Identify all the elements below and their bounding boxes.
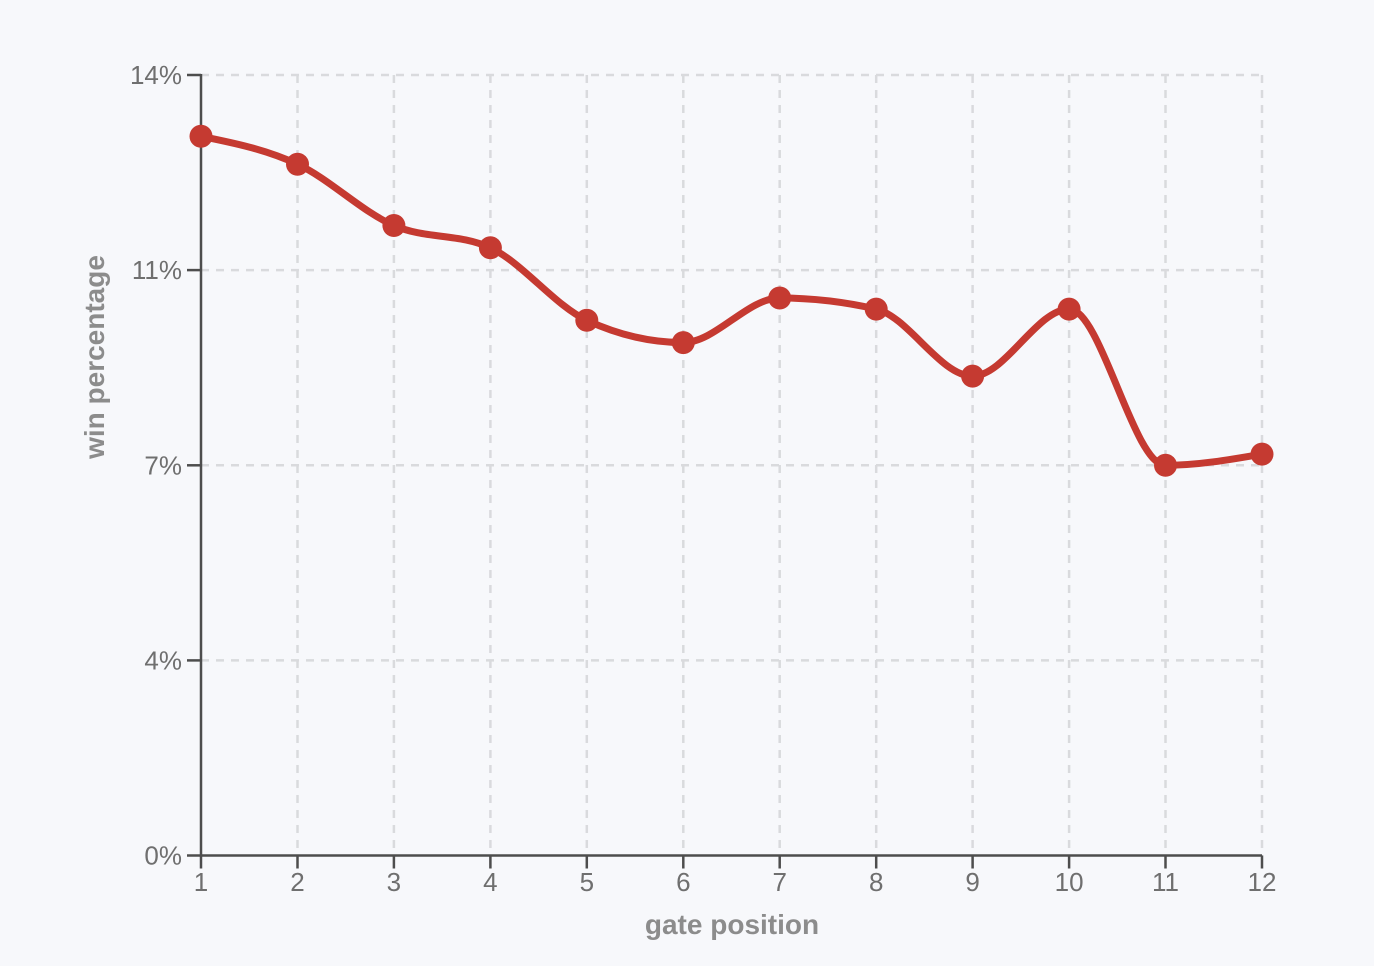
- y-axis-title: win percentage: [79, 255, 110, 459]
- gridlines: [201, 73, 1264, 856]
- data-point-gate-10: [1057, 297, 1081, 321]
- data-point-gate-6: [671, 331, 695, 355]
- data-point-gate-11: [1154, 453, 1177, 477]
- x-tick-label: 1: [194, 867, 208, 897]
- y-tick-label: 11%: [132, 255, 182, 285]
- data-point-gate-2: [286, 152, 309, 176]
- data-point-gate-4: [478, 236, 502, 260]
- series: [189, 124, 1274, 477]
- y-tick-label: 7%: [144, 450, 182, 480]
- data-point-gate-12: [1250, 442, 1274, 466]
- data-point-gate-9: [961, 364, 985, 388]
- x-tick-label: 12: [1248, 867, 1277, 897]
- x-tick-label: 8: [869, 867, 883, 897]
- series-line: [197, 132, 1266, 469]
- x-tick-label: 3: [387, 867, 401, 897]
- data-point-gate-8: [864, 297, 888, 321]
- x-tick-label: 11: [1152, 867, 1179, 897]
- x-tick-label: 5: [580, 867, 594, 897]
- axes: 0%4%7%11%14%1 2 3 4 5 6 7 8 9 10 11 12: [130, 60, 1277, 897]
- x-tick-label: 4: [483, 867, 497, 897]
- x-tick-label: 6: [676, 867, 690, 897]
- y-tick-label: 14%: [130, 60, 182, 90]
- y-tick-label: 0%: [144, 841, 182, 871]
- x-tick-label: 10: [1055, 867, 1084, 897]
- data-point-gate-1: [189, 124, 213, 148]
- x-tick-label: 7: [772, 867, 786, 897]
- data-point-gate-5: [575, 308, 599, 332]
- data-point-gate-7: [768, 286, 792, 310]
- x-axis-title: gate position: [644, 909, 820, 940]
- data-point-gate-3: [382, 214, 406, 237]
- x-tick-label: 9: [965, 867, 979, 897]
- x-tick-label: 2: [290, 867, 304, 897]
- y-tick-label: 4%: [144, 645, 182, 675]
